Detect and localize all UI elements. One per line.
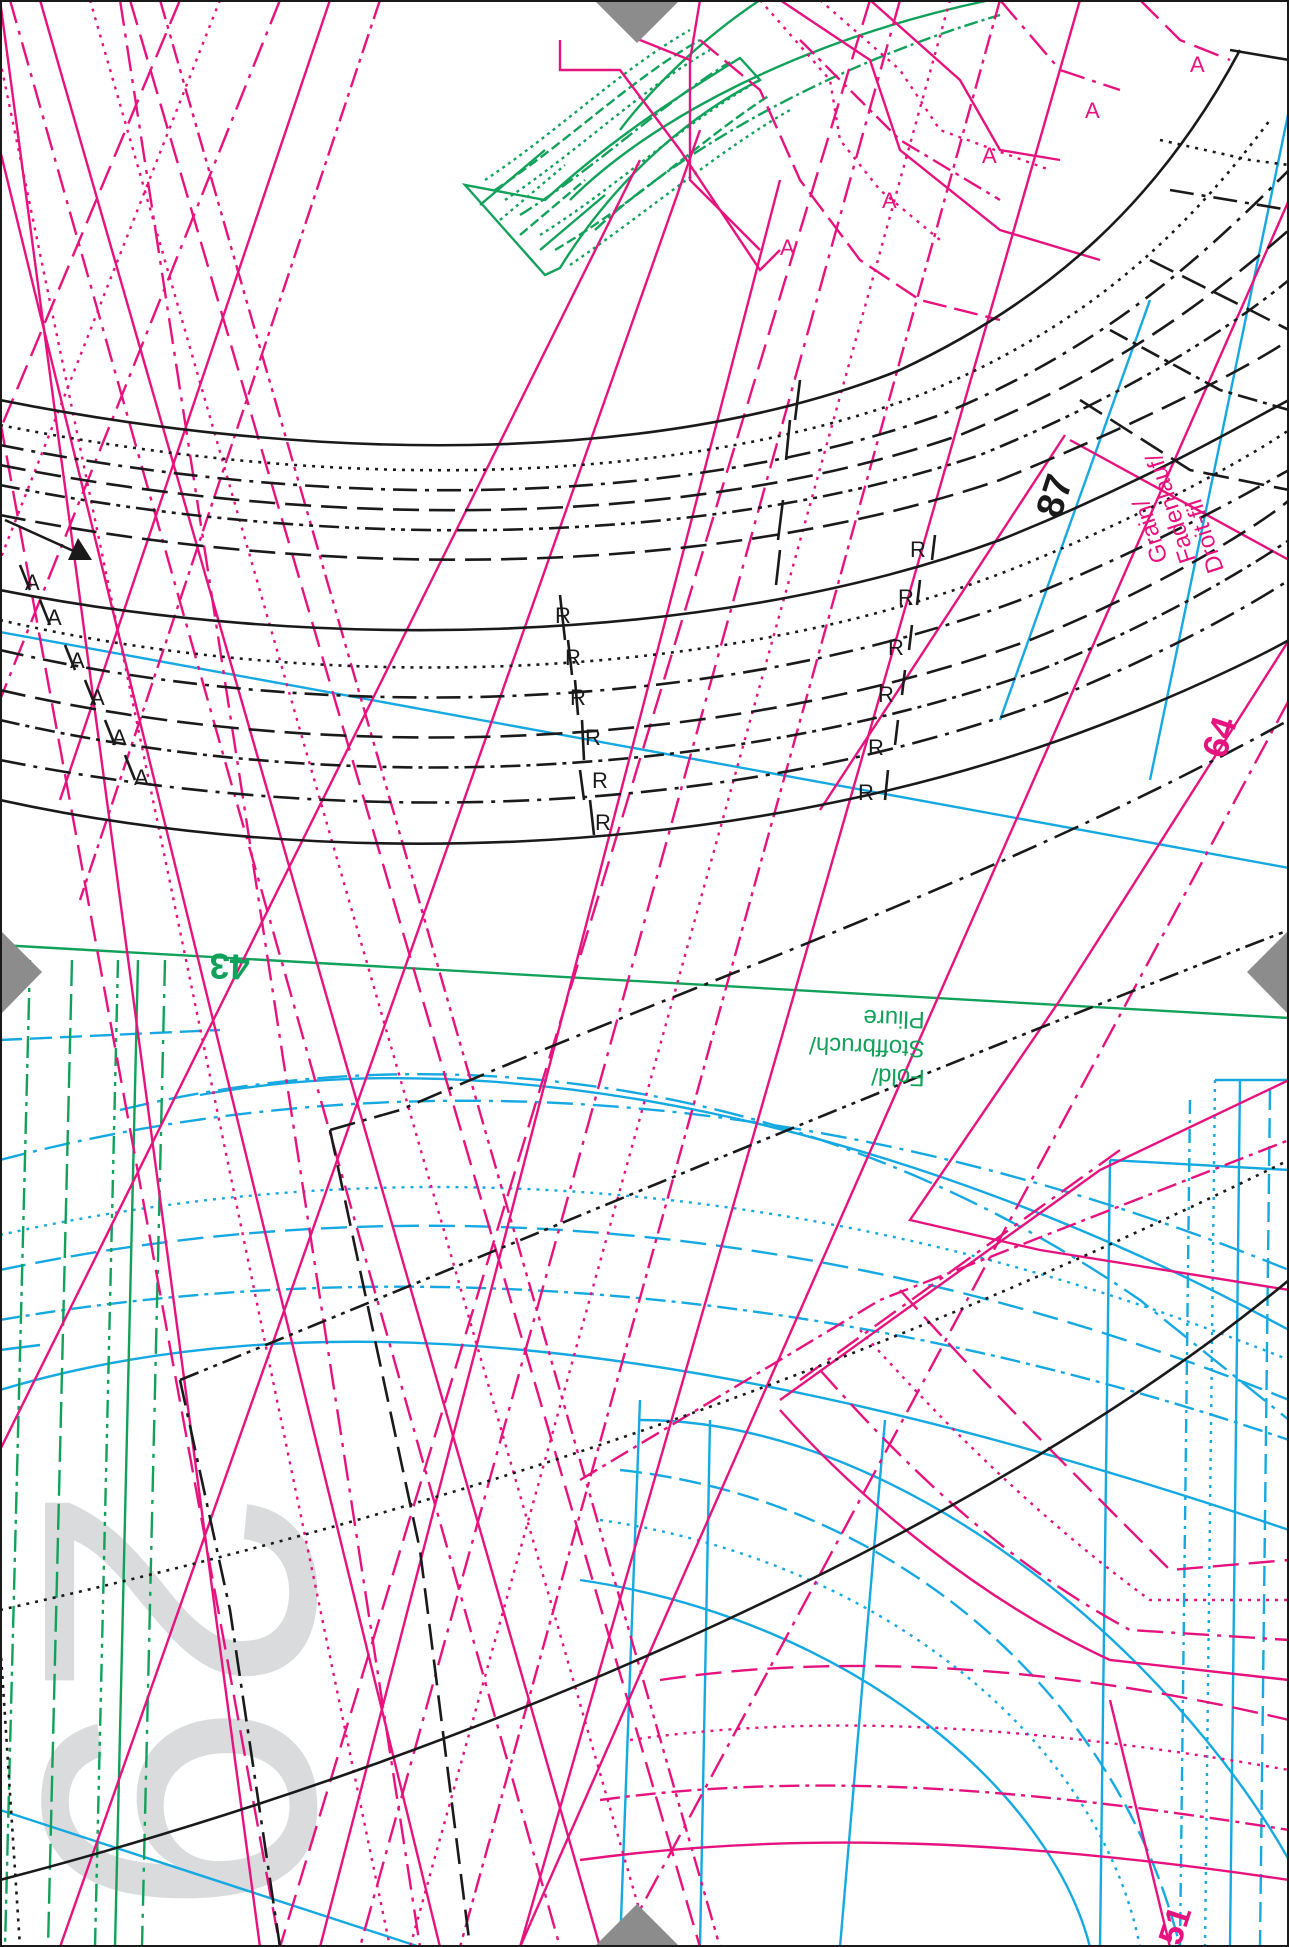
registration-mark-bottom <box>594 1904 680 1947</box>
notch-a-label: A <box>90 685 105 710</box>
registration-mark-left <box>0 930 42 1015</box>
fold-text: Pliure <box>863 1004 925 1033</box>
notch-r-label: R <box>910 537 926 562</box>
notch-a-label: A <box>134 765 149 790</box>
notch-r-label: R <box>595 810 611 835</box>
notch-labels-r: R R R R R R R R R R R R <box>555 537 926 835</box>
notch-a-label: A <box>25 570 40 595</box>
magenta-a-label: A <box>882 188 897 213</box>
magenta-notch-labels: A A A A A <box>780 52 1205 260</box>
notch-r-label: R <box>570 685 586 710</box>
notch-a-label: A <box>47 605 62 630</box>
grain-line-label: Grain/ Fadenlauf/ Droit-fil <box>1128 450 1230 577</box>
notch-a-label: A <box>70 648 85 673</box>
magenta-a-label: A <box>1190 52 1205 77</box>
piece-number-43: 43 <box>209 946 250 988</box>
notch-r-label: R <box>898 585 914 610</box>
magenta-a-label: A <box>780 235 795 260</box>
notch-r-label: R <box>565 645 581 670</box>
black-pattern-lines <box>0 48 1289 1947</box>
notch-r-label: R <box>878 682 894 707</box>
notch-r-label: R <box>868 735 884 760</box>
registration-mark-top <box>594 0 680 43</box>
fold-text: Stoffbruch/ <box>808 1031 925 1062</box>
registration-mark-right <box>1247 930 1289 1015</box>
magenta-a-label: A <box>982 143 997 168</box>
notch-r-label: R <box>888 635 904 660</box>
notch-r-label: R <box>858 780 874 805</box>
notch-a-label: A <box>112 725 127 750</box>
fold-text: Fold/ <box>871 1062 926 1091</box>
notch-r-label: R <box>592 768 608 793</box>
fold-label: Fold/ Stoffbruch/ Pliure <box>808 1004 925 1091</box>
notch-labels-a: A A A A A A <box>25 570 149 790</box>
notch-r-label: R <box>555 603 571 628</box>
notch-r-label: R <box>585 725 601 750</box>
magenta-a-label: A <box>1085 98 1100 123</box>
direction-arrow-icon <box>4 518 92 560</box>
